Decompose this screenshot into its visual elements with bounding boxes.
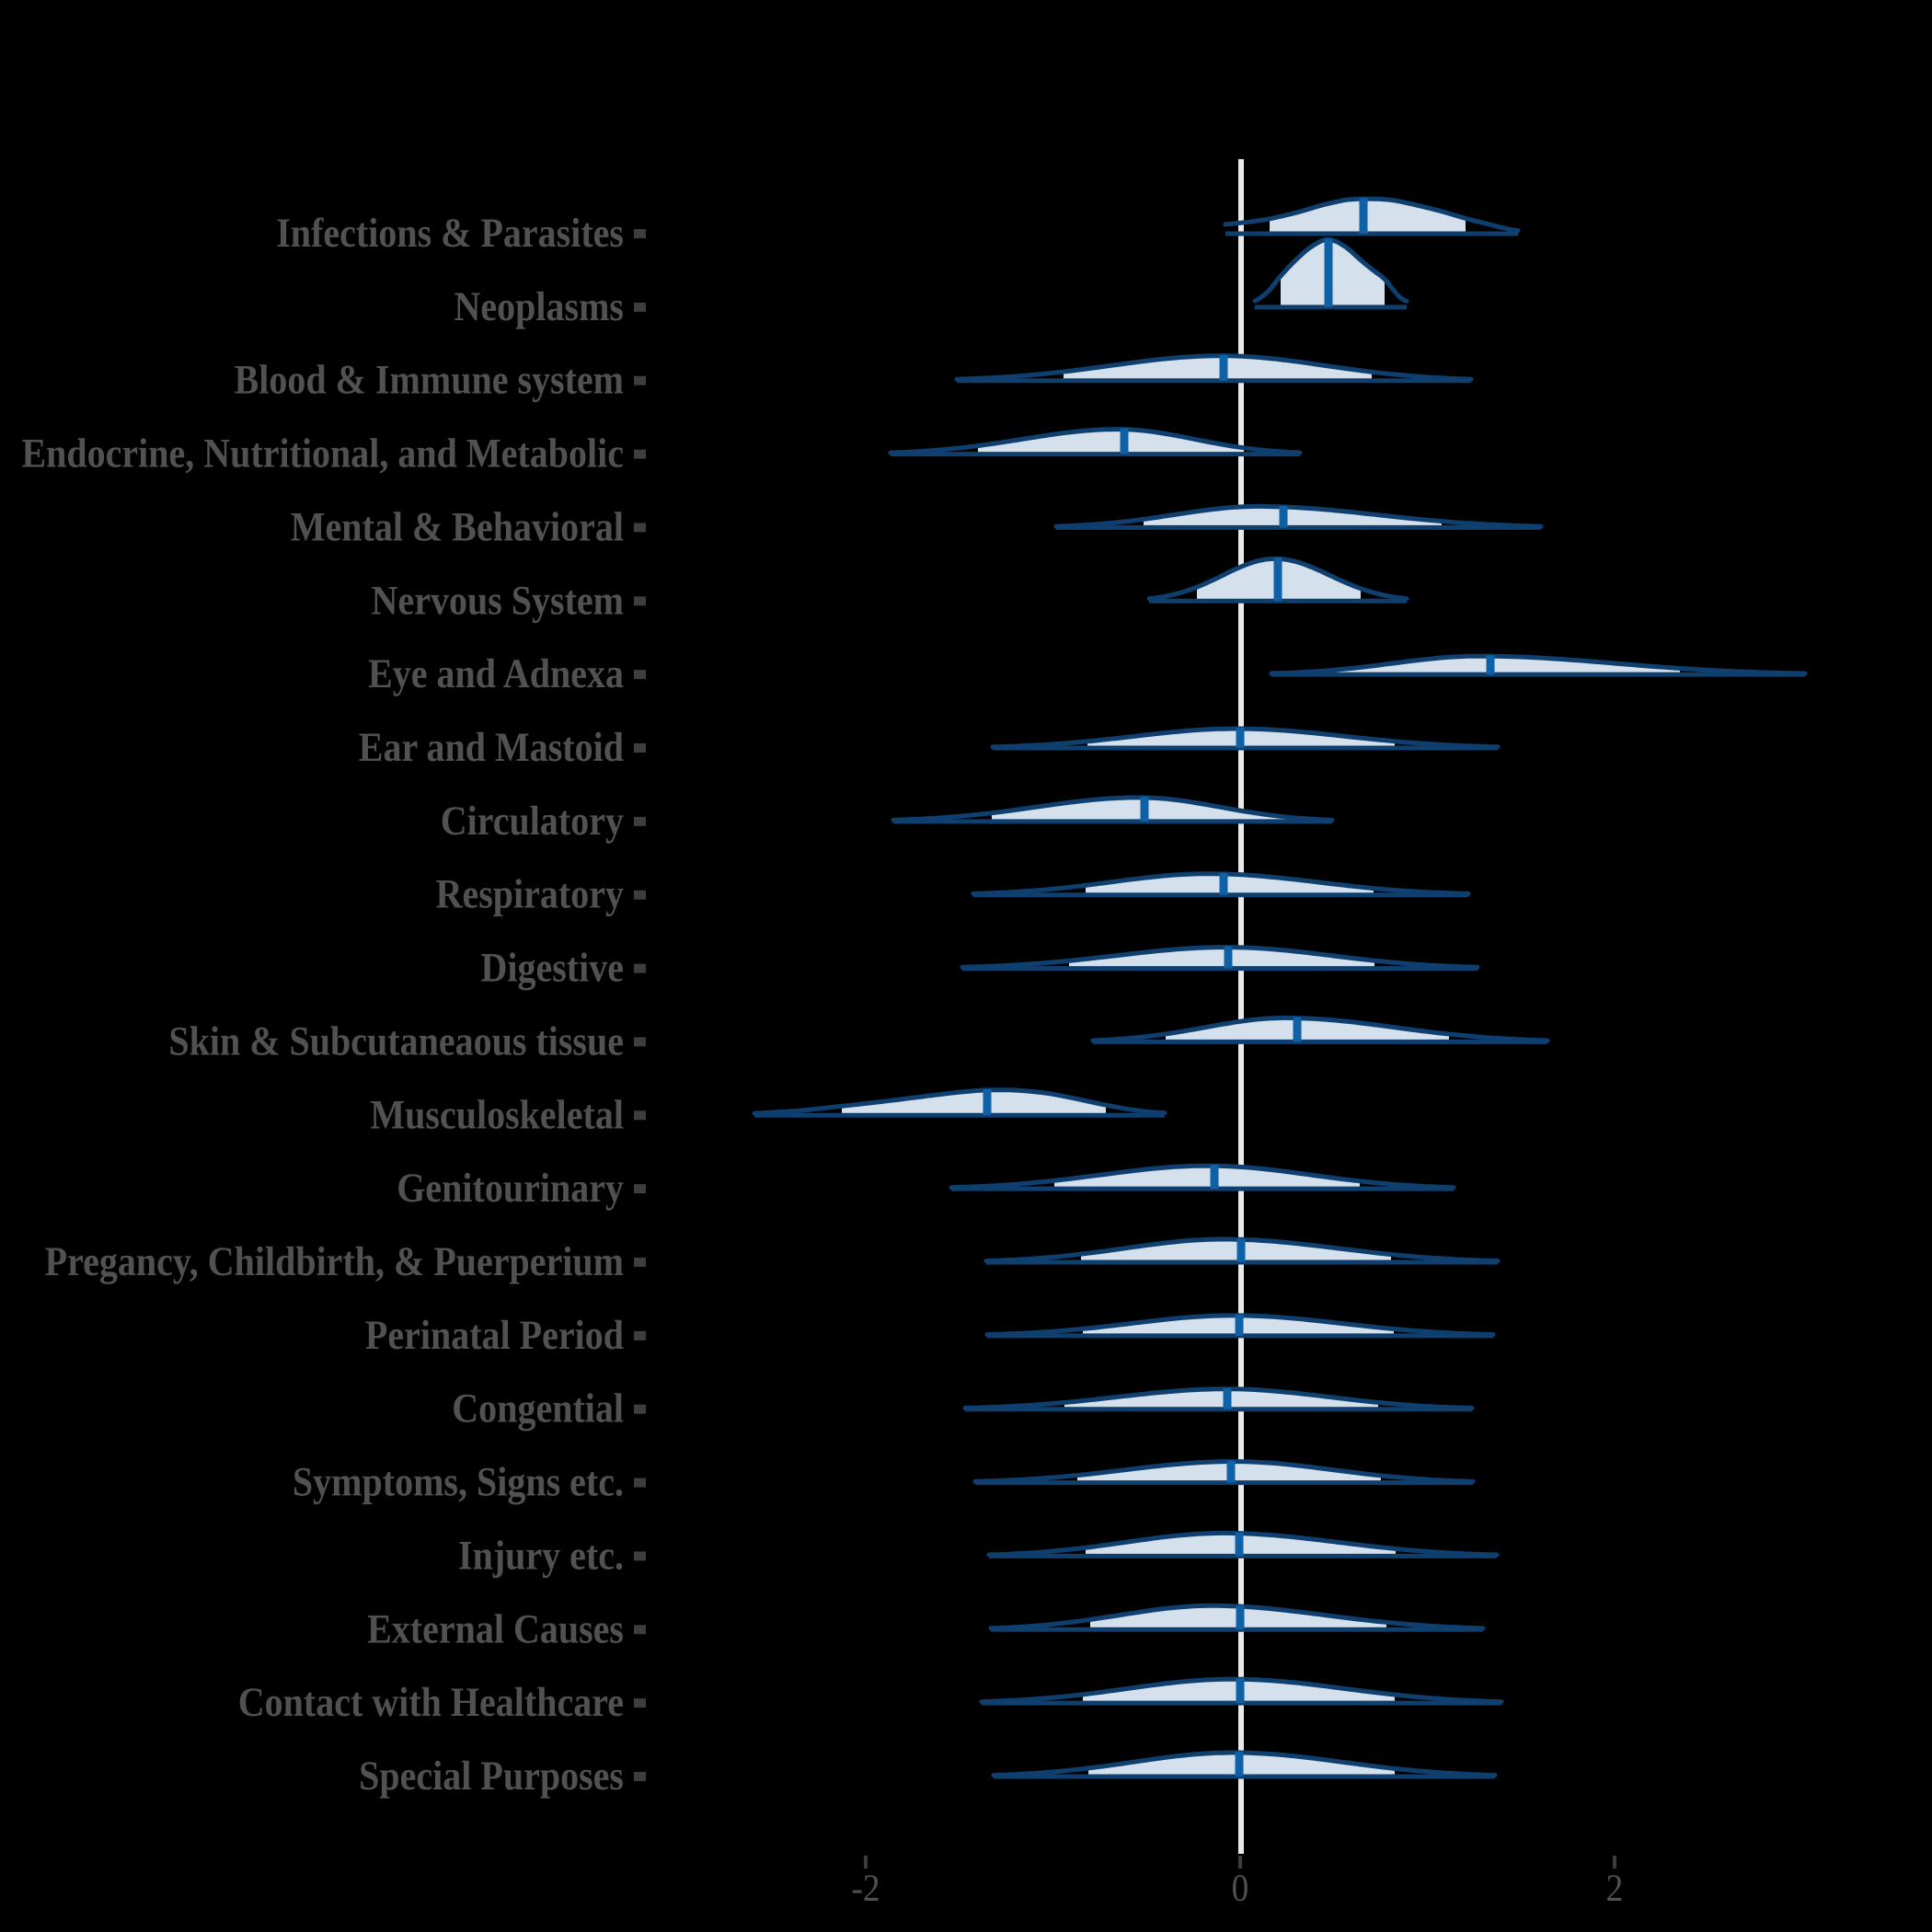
svg-text:Contact with Healthcare: Contact with Healthcare [238,1679,624,1725]
svg-text:Special Purposes: Special Purposes [359,1753,624,1799]
svg-text:Symptoms, Signs etc.: Symptoms, Signs etc. [293,1459,624,1505]
svg-text:Respiratory: Respiratory [436,871,625,917]
svg-text:Eye and Adnexa: Eye and Adnexa [368,650,624,696]
svg-text:Congential: Congential [452,1386,624,1432]
svg-text:-2: -2 [851,1868,880,1910]
svg-text:Ear and Mastoid: Ear and Mastoid [359,724,624,770]
svg-text:Pregancy, Childbirth, & Puerpe: Pregancy, Childbirth, & Puerperium [45,1238,624,1284]
svg-text:Nervous System: Nervous System [372,577,624,623]
svg-text:2: 2 [1606,1868,1624,1910]
svg-text:0: 0 [1232,1868,1249,1910]
svg-text:Blood & Immune system: Blood & Immune system [235,357,624,403]
svg-text:Digestive: Digestive [480,945,624,991]
svg-text:Circulatory: Circulatory [441,798,625,844]
svg-text:External Causes: External Causes [367,1605,624,1651]
svg-text:Genitourinary: Genitourinary [397,1165,624,1211]
svg-text:Injury etc.: Injury etc. [458,1532,624,1578]
svg-text:Infections & Parasites: Infections & Parasites [276,210,624,256]
svg-text:Neoplasms: Neoplasms [454,283,624,329]
svg-text:Mental & Behavioral: Mental & Behavioral [291,503,624,549]
svg-text:Skin & Subcutaneaous tissue: Skin & Subcutaneaous tissue [168,1018,624,1064]
svg-text:Musculoskeletal: Musculoskeletal [370,1091,624,1137]
svg-text:Endocrine, Nutritional, and Me: Endocrine, Nutritional, and Metabolic [21,431,624,477]
svg-text:Perinatal Period: Perinatal Period [365,1312,624,1358]
